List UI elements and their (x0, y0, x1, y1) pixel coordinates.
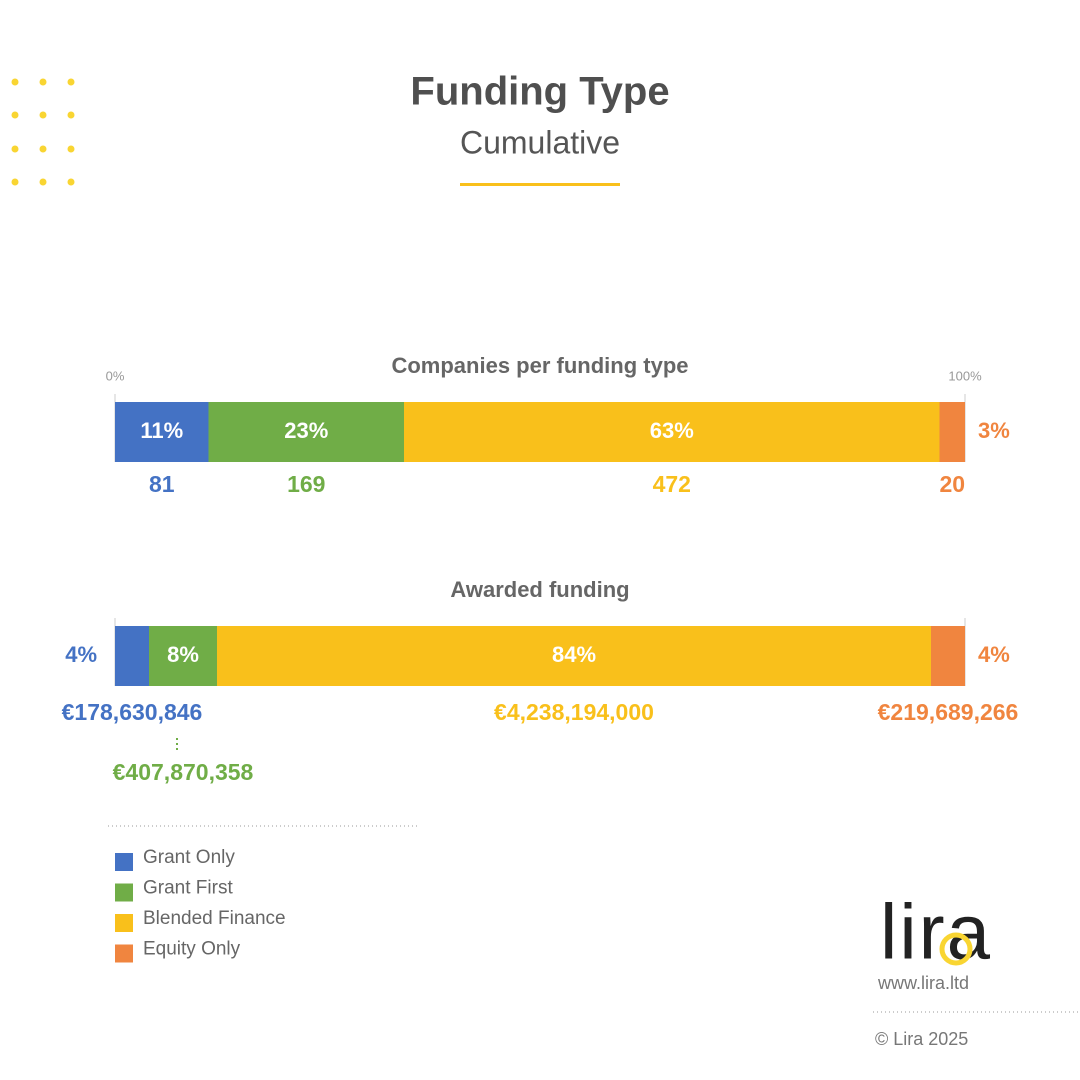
title-underline (460, 183, 620, 186)
url: www.lira.ltd (877, 973, 969, 993)
bar-segment (115, 402, 209, 462)
bar-segment (931, 626, 965, 686)
value-label: 3% (978, 418, 1010, 443)
legend-swatch (115, 853, 133, 871)
legend-label: Grant First (143, 878, 233, 899)
subtitle: Cumulative (460, 124, 620, 160)
legend-swatch (115, 944, 133, 963)
bar-segment (404, 402, 940, 462)
value-label: 11% (140, 418, 183, 443)
bar-segment (149, 626, 217, 686)
logo: lira (880, 888, 992, 976)
amount-label: €178,630,846 (62, 699, 203, 725)
count-label: 472 (653, 471, 691, 497)
chart-title: Awarded funding (450, 577, 629, 602)
value-label: 23% (284, 418, 328, 443)
x-tick-label: 0% (106, 368, 125, 383)
value-label: 4% (65, 642, 97, 667)
chart-title: Companies per funding type (391, 353, 688, 378)
bar-segment (939, 402, 965, 462)
legend-label: Equity Only (143, 939, 241, 960)
value-label: 84% (552, 642, 596, 667)
amount-label: €407,870,358 (113, 759, 254, 785)
count-label: 169 (287, 471, 325, 497)
amount-label: €4,238,194,000 (494, 699, 654, 725)
bar-segment (115, 626, 149, 686)
count-label: 20 (939, 471, 965, 497)
logo-accent (939, 932, 973, 966)
legend-swatch (115, 883, 133, 902)
bar-segment (208, 402, 404, 462)
value-label: 63% (650, 418, 694, 443)
bar-segment (217, 626, 931, 686)
title: Funding Type (410, 70, 669, 114)
legend-label: Grant Only (143, 847, 235, 868)
legend: Grant Only Grant First Blended Finance Equi… (115, 847, 286, 963)
value-label: 4% (978, 642, 1010, 667)
value-label: 8% (167, 642, 199, 667)
legend-label: Blended Finance (143, 908, 286, 929)
x-tick-label: 100% (948, 368, 982, 383)
amount-label: €219,689,266 (878, 699, 1019, 725)
count-label: 81 (149, 471, 175, 497)
dot-pattern (11, 78, 75, 186)
legend-swatch (115, 914, 133, 932)
copyright: © Lira 2025 (875, 1029, 968, 1049)
